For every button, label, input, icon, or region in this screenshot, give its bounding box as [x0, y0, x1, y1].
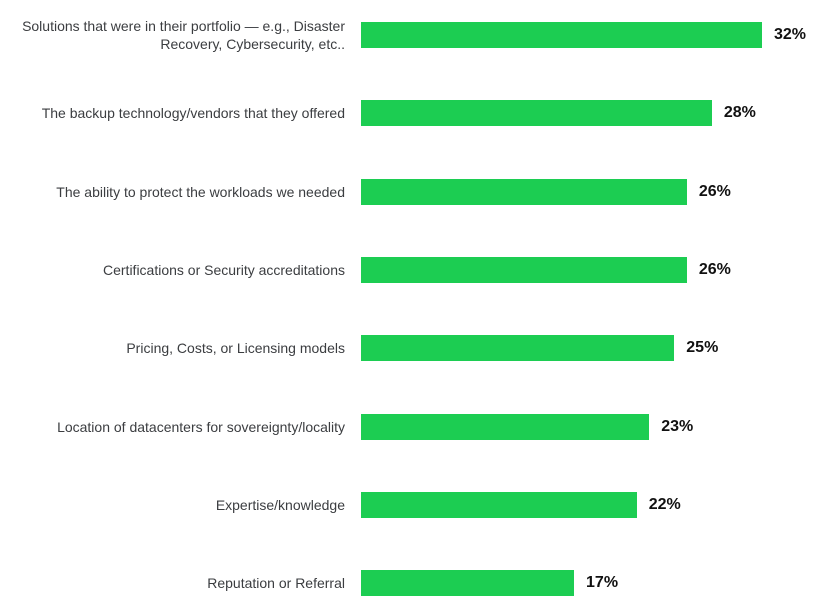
bar — [361, 178, 687, 205]
bar — [361, 413, 650, 440]
category-label: Pricing, Costs, or Licensing models — [126, 340, 345, 357]
category-label: Location of datacenters for sovereignty/… — [57, 418, 345, 435]
bar — [361, 22, 762, 48]
bar — [361, 335, 675, 362]
bar — [361, 491, 637, 518]
value-label: 23% — [661, 417, 694, 435]
value-label: 28% — [723, 104, 756, 122]
value-label: 32% — [774, 26, 807, 43]
bar — [361, 570, 575, 597]
value-label: 22% — [648, 495, 681, 513]
bar — [361, 100, 712, 127]
category-label: The ability to protect the workloads we … — [56, 183, 345, 200]
category-label: The backup technology/vendors that they … — [41, 105, 345, 122]
bar — [361, 256, 687, 283]
value-label: 25% — [686, 339, 719, 357]
category-label: Expertise/knowledge — [215, 496, 345, 513]
value-label: 17% — [586, 574, 619, 592]
value-label: 26% — [698, 260, 731, 278]
category-label: Certifications or Security accreditation… — [103, 261, 345, 278]
value-label: 26% — [698, 182, 731, 200]
category-label: Solutions that were in their portfolio —… — [22, 18, 345, 52]
category-label: Reputation or Referral — [207, 575, 345, 592]
